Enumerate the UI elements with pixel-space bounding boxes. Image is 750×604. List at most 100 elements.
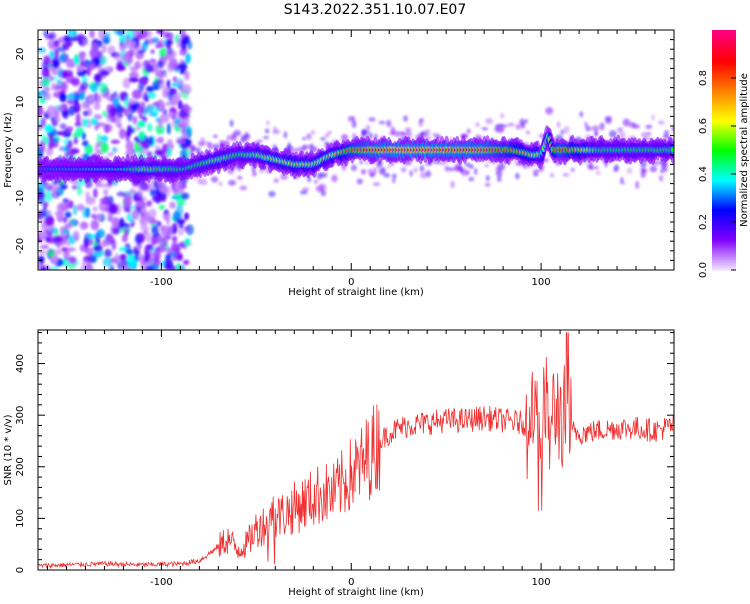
colorbar-segment [712,150,736,153]
colorbar-segment [712,158,736,161]
noise-blob [93,73,102,83]
noise-blob [63,35,72,43]
colorbar-segment [712,174,736,177]
noise-blob [313,145,317,153]
noise-blob [356,178,364,185]
colorbar-segment [712,136,736,139]
snr-frame [37,329,675,571]
noise-blob [229,119,234,127]
colorbar-segment [712,82,736,85]
noise-blob [61,108,69,119]
spectrogram-xtick-label: 100 [532,277,551,288]
noise-blob [87,233,97,240]
noise-blob [40,244,49,249]
colorbar-segment [712,84,736,87]
noise-blob [145,243,154,251]
colorbar-segment [712,186,736,189]
noise-blob [403,115,408,122]
noise-blob [93,102,101,111]
noise-blob [141,196,148,201]
snr-xtick-label: -100 [150,577,173,588]
noise-blob [147,37,155,45]
noise-blob [114,252,120,263]
noise-blob [81,75,88,84]
noise-blob [133,245,138,255]
noise-blob [41,67,50,79]
noise-blob [155,124,165,135]
colorbar-segment [712,246,736,249]
noise-blob [166,122,171,135]
noise-blob [475,122,480,127]
noise-blob [351,115,356,122]
noise-blob [57,210,65,218]
noise-blob [67,93,77,101]
noise-blob [165,39,172,50]
noise-blob [372,167,377,175]
colorbar-segment [712,104,736,107]
spectrogram-ytick-label: -20 [15,238,26,254]
noise-blob [73,30,78,38]
noise-blob [168,111,175,117]
noise-blob [183,138,192,146]
noise-blob [44,190,54,203]
noise-blob [38,255,45,264]
noise-blob [151,234,158,246]
colorbar-segment [712,108,736,111]
noise-blob [38,105,44,117]
noise-blob [659,174,664,182]
noise-blob [515,123,522,130]
noise-blob [94,143,100,154]
noise-blob [72,204,78,215]
noise-blob [111,238,117,251]
noise-blob [347,115,353,122]
noise-blob [641,131,647,138]
colorbar-tick-label: 0.0 [698,262,709,278]
colorbar-segment [712,132,736,135]
ridge-layer [38,125,674,184]
noise-blob [154,145,161,151]
noise-blob [645,132,652,136]
noise-blob [89,48,97,59]
noise-blob [51,56,61,69]
noise-blob [538,167,544,172]
noise-blob [466,128,471,134]
colorbar-segment [712,228,736,231]
noise-blob [132,116,138,125]
noise-blob [213,134,218,139]
noise-blob [95,213,103,220]
noise-blob [81,101,88,110]
noise-blob [500,112,505,119]
noise-blob [39,140,46,151]
colorbar-segment [712,212,736,215]
noise-blob [179,30,186,40]
snr-ytick-label: 300 [15,406,26,425]
noise-blob [93,93,102,105]
noise-blob [139,253,145,262]
colorbar-segment [712,210,736,213]
noise-blob [155,259,162,266]
noise-blob [65,202,70,209]
noise-blob [88,237,94,247]
noise-blob [184,212,190,221]
noise-blob [38,47,47,54]
noise-blob [182,36,189,45]
noise-blob [131,209,140,220]
noise-blob [44,86,50,92]
colorbar-segment [712,46,736,49]
colorbar-segment [712,78,736,81]
noise-blob [156,235,165,246]
spectrogram-ytick-label: 0 [15,147,26,153]
noise-blob [599,122,605,131]
colorbar-segment [712,236,736,239]
noise-blob [351,120,357,128]
spectrogram-frame [37,29,675,271]
colorbar-segment [712,180,736,183]
noise-blob [409,169,413,177]
colorbar-segment [712,32,736,35]
colorbar-segment [712,142,736,145]
noise-blob [496,123,504,128]
noise-blob [82,206,87,219]
noise-blob [459,167,465,174]
